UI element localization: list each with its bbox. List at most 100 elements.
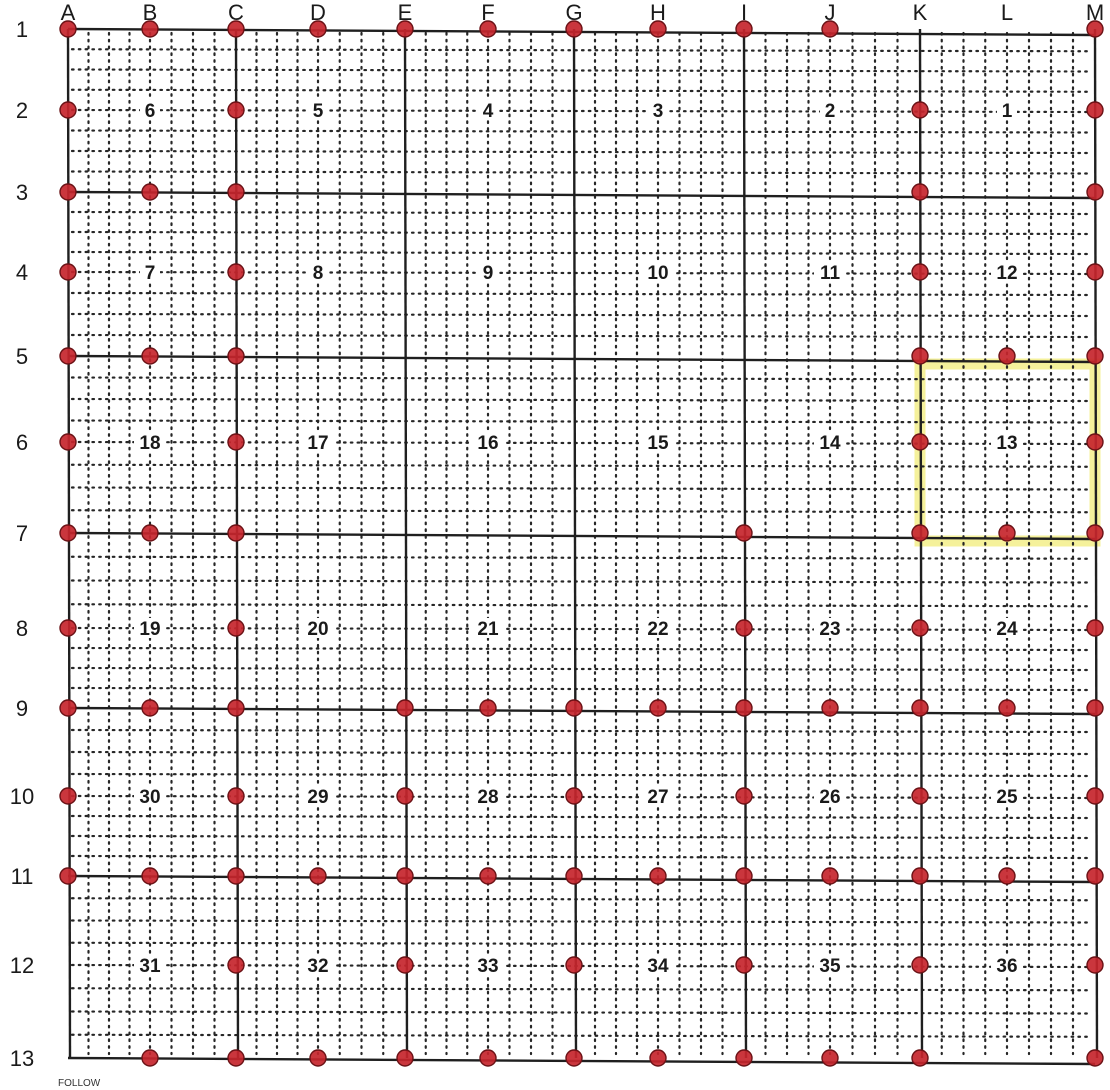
corner-marker-C10 bbox=[227, 787, 245, 805]
column-label-H: H bbox=[650, 0, 666, 25]
column-label-C: C bbox=[228, 0, 244, 25]
corner-marker-M5 bbox=[1086, 347, 1104, 365]
corner-marker-D11 bbox=[309, 867, 327, 885]
section-number-1: 1 bbox=[1002, 101, 1013, 122]
corner-marker-I1 bbox=[735, 20, 753, 38]
corner-marker-H9 bbox=[649, 699, 667, 717]
corner-marker-K7 bbox=[911, 524, 929, 542]
section-number-36: 36 bbox=[996, 956, 1017, 977]
section-number-backdrop bbox=[642, 955, 674, 975]
corner-marker-F13 bbox=[479, 1049, 497, 1067]
section-number-34: 34 bbox=[647, 956, 669, 977]
column-label-E: E bbox=[398, 0, 413, 25]
corner-marker-K10 bbox=[911, 787, 929, 805]
corner-marker-C9 bbox=[227, 699, 245, 717]
section-number-backdrop bbox=[991, 786, 1023, 806]
corner-marker-G9 bbox=[565, 699, 583, 717]
corner-marker-G1 bbox=[565, 20, 583, 38]
corner-marker-K6 bbox=[911, 433, 929, 451]
corner-marker-B11 bbox=[141, 867, 159, 885]
section-number-31: 31 bbox=[139, 956, 161, 977]
corner-marker-A5 bbox=[59, 347, 77, 365]
corner-marker-E10 bbox=[396, 787, 414, 805]
section-number-backdrop bbox=[642, 432, 674, 452]
section-number-2: 2 bbox=[825, 101, 836, 122]
corner-marker-K11 bbox=[911, 867, 929, 885]
column-label-J: J bbox=[825, 0, 836, 25]
column-labels: A B C D E F G H I J K L M bbox=[61, 0, 1105, 25]
section-number-8: 8 bbox=[313, 263, 324, 284]
corner-marker-G12 bbox=[565, 956, 583, 974]
section-number-backdrop bbox=[991, 432, 1023, 452]
corner-marker-A8 bbox=[59, 619, 77, 637]
section-number-13: 13 bbox=[996, 433, 1017, 454]
section-line-vertical-I bbox=[742, 28, 748, 1059]
row-label-5: 5 bbox=[16, 344, 28, 369]
corner-marker-A1 bbox=[59, 20, 77, 38]
row-label-2: 2 bbox=[16, 98, 28, 123]
corner-marker-A4 bbox=[59, 263, 77, 281]
row-label-3: 3 bbox=[16, 180, 28, 205]
corner-marker-B3 bbox=[141, 183, 159, 201]
corner-marker-F9 bbox=[479, 699, 497, 717]
corner-marker-B13 bbox=[141, 1049, 159, 1067]
corner-marker-B1 bbox=[141, 20, 159, 38]
column-label-K: K bbox=[913, 0, 928, 25]
corner-marker-K12 bbox=[911, 956, 929, 974]
corner-marker-I9 bbox=[735, 699, 753, 717]
corner-marker-G11 bbox=[565, 867, 583, 885]
corner-marker-K4 bbox=[911, 263, 929, 281]
section-number-27: 27 bbox=[647, 787, 668, 808]
section-number-30: 30 bbox=[139, 787, 160, 808]
row-label-7: 7 bbox=[16, 521, 28, 546]
section-number-backdrop bbox=[642, 786, 674, 806]
row-label-11: 11 bbox=[11, 864, 34, 889]
column-label-A: A bbox=[61, 0, 76, 25]
corner-markers bbox=[59, 20, 1104, 1067]
section-number-4: 4 bbox=[483, 101, 494, 122]
section-number-9: 9 bbox=[483, 263, 494, 284]
section-number-backdrop bbox=[814, 955, 846, 975]
row-label-6: 6 bbox=[16, 430, 28, 455]
corner-marker-C1 bbox=[227, 20, 245, 38]
section-number-backdrop bbox=[134, 786, 166, 806]
corner-marker-M8 bbox=[1086, 619, 1104, 637]
corner-marker-M10 bbox=[1086, 787, 1104, 805]
section-number-3: 3 bbox=[653, 101, 664, 122]
corner-marker-G10 bbox=[565, 787, 583, 805]
corner-marker-C8 bbox=[227, 619, 245, 637]
column-label-G: G bbox=[565, 0, 582, 25]
corner-marker-L9 bbox=[998, 699, 1016, 717]
section-number-17: 17 bbox=[307, 433, 328, 454]
corner-marker-I11 bbox=[735, 867, 753, 885]
section-number-28: 28 bbox=[477, 787, 498, 808]
section-number-backdrop bbox=[478, 100, 498, 120]
corner-marker-F11 bbox=[479, 867, 497, 885]
section-number-backdrop bbox=[302, 786, 334, 806]
corner-marker-A7 bbox=[59, 524, 77, 542]
corner-marker-E1 bbox=[396, 20, 414, 38]
corner-marker-K3 bbox=[911, 183, 929, 201]
section-number-backdrop bbox=[134, 432, 166, 452]
section-number-backdrop bbox=[302, 432, 334, 452]
corner-marker-F1 bbox=[479, 20, 497, 38]
corner-marker-A9 bbox=[59, 699, 77, 717]
section-number-33: 33 bbox=[477, 956, 498, 977]
corner-marker-D1 bbox=[309, 20, 327, 38]
section-number-7: 7 bbox=[145, 263, 156, 284]
section-number-backdrop bbox=[140, 262, 160, 282]
section-number-backdrop bbox=[997, 100, 1017, 120]
corner-marker-C5 bbox=[227, 347, 245, 365]
corner-marker-C12 bbox=[227, 956, 245, 974]
section-number-backdrop bbox=[814, 262, 846, 282]
corner-marker-B7 bbox=[141, 524, 159, 542]
row-label-9: 9 bbox=[16, 696, 28, 721]
corner-marker-A3 bbox=[59, 183, 77, 201]
section-number-22: 22 bbox=[647, 619, 668, 640]
section-number-26: 26 bbox=[819, 787, 840, 808]
column-label-L: L bbox=[1001, 0, 1013, 25]
column-label-B: B bbox=[143, 0, 158, 25]
corner-marker-K9 bbox=[911, 699, 929, 717]
